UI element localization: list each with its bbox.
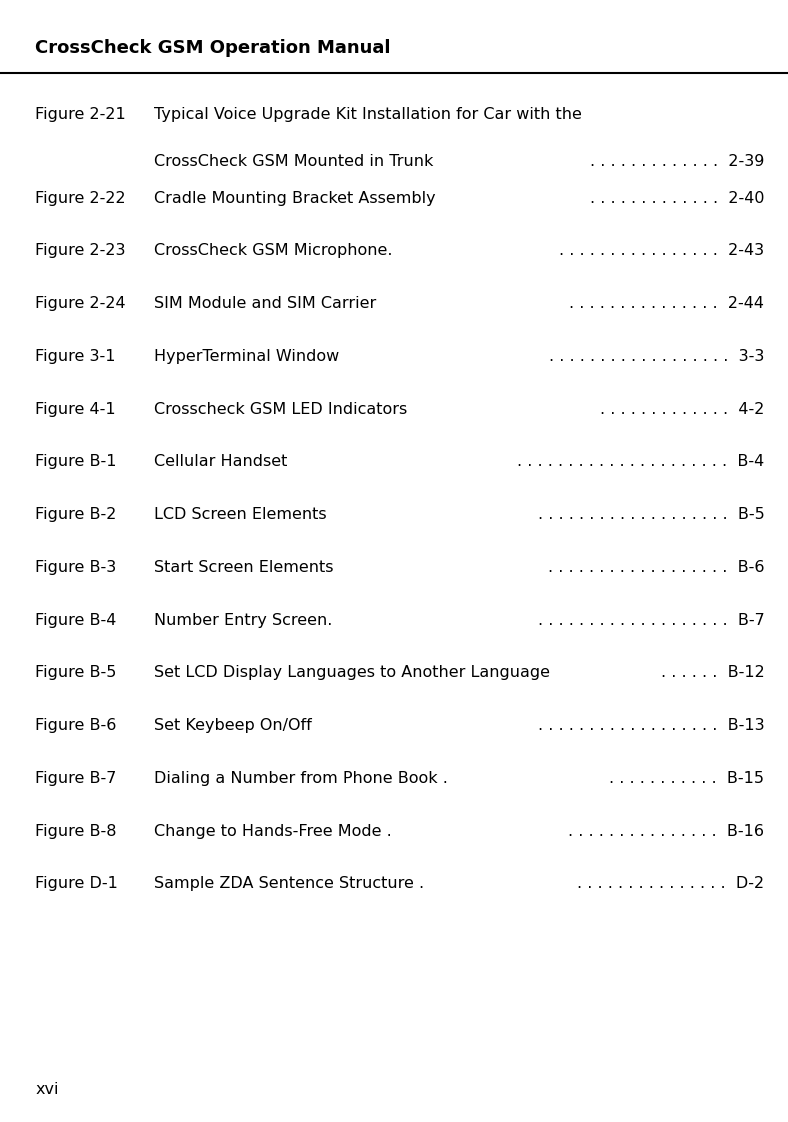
Text: CrossCheck GSM Operation Manual: CrossCheck GSM Operation Manual [35,39,391,57]
Text: Set LCD Display Languages to Another Language: Set LCD Display Languages to Another Lan… [154,665,550,680]
Text: . . . . . . . . . . . . . . . . . .  B-6: . . . . . . . . . . . . . . . . . . B-6 [548,560,764,574]
Text: Figure D-1: Figure D-1 [35,876,118,891]
Text: Figure 2-21: Figure 2-21 [35,107,126,121]
Text: Figure 2-22: Figure 2-22 [35,191,126,205]
Text: Figure B-5: Figure B-5 [35,665,117,680]
Text: Number Entry Screen.: Number Entry Screen. [154,613,332,627]
Text: Typical Voice Upgrade Kit Installation for Car with the: Typical Voice Upgrade Kit Installation f… [154,107,582,121]
Text: Cellular Handset: Cellular Handset [154,454,287,469]
Text: Figure B-2: Figure B-2 [35,507,117,522]
Text: Figure B-3: Figure B-3 [35,560,117,574]
Text: Cradle Mounting Bracket Assembly: Cradle Mounting Bracket Assembly [154,191,435,205]
Text: Figure 4-1: Figure 4-1 [35,402,116,416]
Text: Figure 2-24: Figure 2-24 [35,296,126,311]
Text: Sample ZDA Sentence Structure .: Sample ZDA Sentence Structure . [154,876,424,891]
Text: Figure B-6: Figure B-6 [35,718,117,733]
Text: . . . . . . . . . . . . . . . . . .  B-13: . . . . . . . . . . . . . . . . . . B-13 [537,718,764,733]
Text: . . . . . . . . . . . . . . .  D-2: . . . . . . . . . . . . . . . D-2 [578,876,764,891]
Text: CrossCheck GSM Microphone.: CrossCheck GSM Microphone. [154,243,392,258]
Text: . . . . . . . . . . . . . . . . . . .  B-7: . . . . . . . . . . . . . . . . . . . B-… [537,613,764,627]
Text: xvi: xvi [35,1083,59,1097]
Text: Dialing a Number from Phone Book .: Dialing a Number from Phone Book . [154,771,448,785]
Text: . . . . . . . . . . . . . . .  B-16: . . . . . . . . . . . . . . . B-16 [568,824,764,838]
Text: Figure B-8: Figure B-8 [35,824,117,838]
Text: Crosscheck GSM LED Indicators: Crosscheck GSM LED Indicators [154,402,407,416]
Text: HyperTerminal Window: HyperTerminal Window [154,349,339,364]
Text: . . . . . .  B-12: . . . . . . B-12 [660,665,764,680]
Text: . . . . . . . . . . . . .  2-39: . . . . . . . . . . . . . 2-39 [590,154,764,168]
Text: . . . . . . . . . . . . . . . . . . .  B-5: . . . . . . . . . . . . . . . . . . . B-… [537,507,764,522]
Text: . . . . . . . . . . . . . . . .  2-43: . . . . . . . . . . . . . . . . 2-43 [559,243,764,258]
Text: SIM Module and SIM Carrier: SIM Module and SIM Carrier [154,296,376,311]
Text: LCD Screen Elements: LCD Screen Elements [154,507,326,522]
Text: Start Screen Elements: Start Screen Elements [154,560,333,574]
Text: CrossCheck GSM Mounted in Trunk: CrossCheck GSM Mounted in Trunk [154,154,433,168]
Text: . . . . . . . . . . . . . . . . . .  3-3: . . . . . . . . . . . . . . . . . . 3-3 [549,349,764,364]
Text: Figure B-7: Figure B-7 [35,771,117,785]
Text: Set Keybeep On/Off: Set Keybeep On/Off [154,718,311,733]
Text: . . . . . . . . . . . . . . . . . . . . .  B-4: . . . . . . . . . . . . . . . . . . . . … [517,454,764,469]
Text: . . . . . . . . . . . . . . .  2-44: . . . . . . . . . . . . . . . 2-44 [570,296,764,311]
Text: Figure 2-23: Figure 2-23 [35,243,126,258]
Text: Change to Hands-Free Mode .: Change to Hands-Free Mode . [154,824,392,838]
Text: Figure B-1: Figure B-1 [35,454,117,469]
Text: Figure B-4: Figure B-4 [35,613,117,627]
Text: . . . . . . . . . . . . .  4-2: . . . . . . . . . . . . . 4-2 [600,402,764,416]
Text: . . . . . . . . . . . . .  2-40: . . . . . . . . . . . . . 2-40 [590,191,764,205]
Text: Figure 3-1: Figure 3-1 [35,349,116,364]
Text: . . . . . . . . . . .  B-15: . . . . . . . . . . . B-15 [609,771,764,785]
